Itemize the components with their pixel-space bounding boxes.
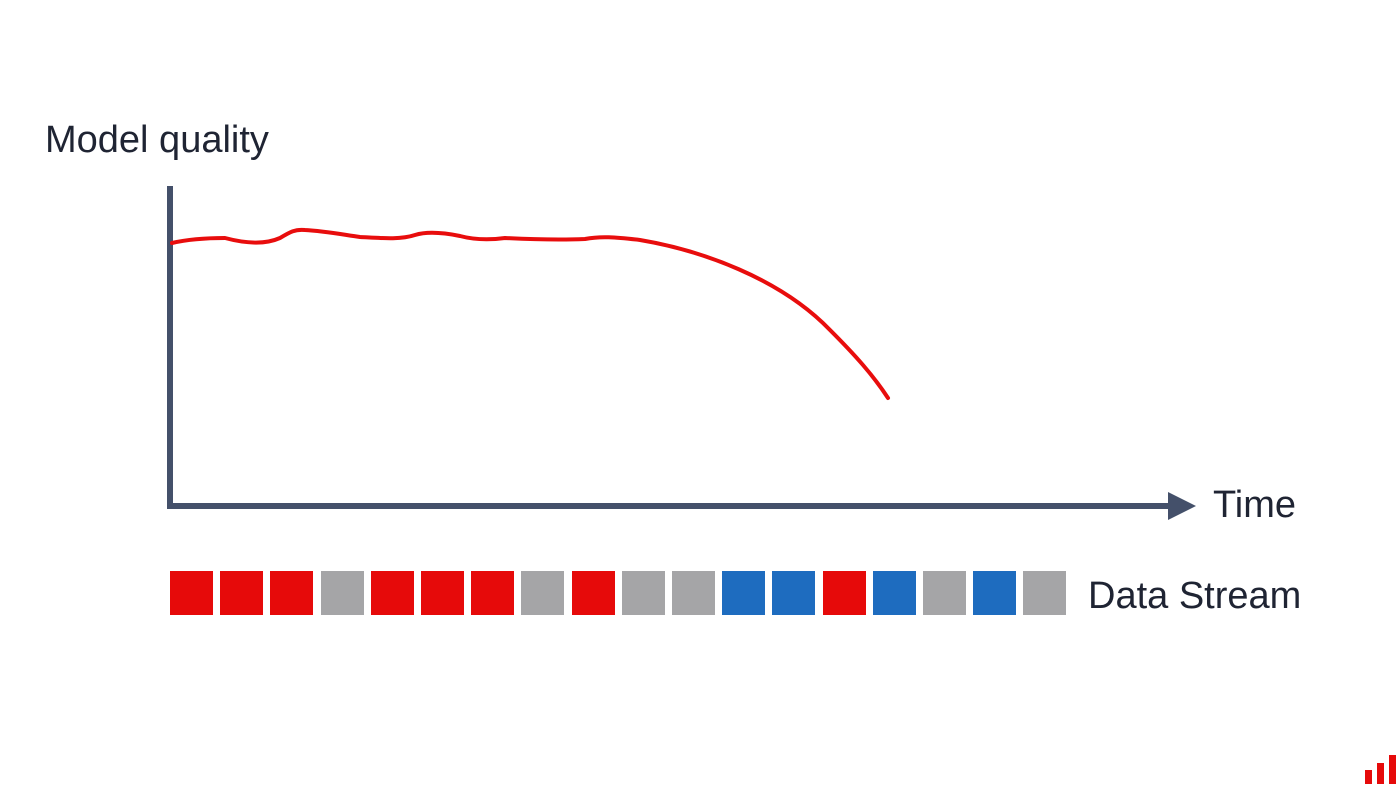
- stream-block: [321, 571, 364, 615]
- stream-block: [923, 571, 966, 615]
- stream-block: [170, 571, 213, 615]
- data-stream: [170, 571, 1070, 615]
- stream-block: [772, 571, 815, 615]
- logo-bar: [1365, 770, 1372, 784]
- stream-block: [823, 571, 866, 615]
- quality-curve: [172, 230, 888, 398]
- stream-block: [973, 571, 1016, 615]
- data-stream-label: Data Stream: [1088, 577, 1301, 615]
- stream-block: [572, 571, 615, 615]
- stream-block: [672, 571, 715, 615]
- stream-block: [722, 571, 765, 615]
- logo-bar: [1377, 763, 1384, 784]
- x-axis-label: Time: [1213, 486, 1296, 524]
- bar-chart-logo-icon: [1364, 754, 1398, 784]
- logo-bar: [1389, 755, 1396, 784]
- x-axis-arrowhead: [1168, 492, 1196, 520]
- stream-block: [220, 571, 263, 615]
- stream-block: [270, 571, 313, 615]
- stream-block: [622, 571, 665, 615]
- stream-block: [873, 571, 916, 615]
- stream-block: [371, 571, 414, 615]
- stream-block: [471, 571, 514, 615]
- stream-block: [521, 571, 564, 615]
- stream-block: [421, 571, 464, 615]
- stream-block: [1023, 571, 1066, 615]
